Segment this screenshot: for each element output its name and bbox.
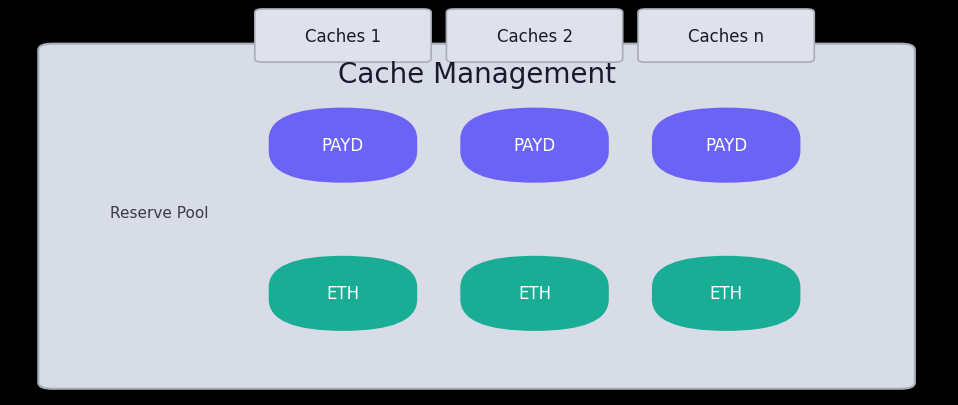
FancyBboxPatch shape: [38, 45, 915, 389]
Text: Caches 1: Caches 1: [305, 28, 381, 45]
Text: PAYD: PAYD: [705, 137, 747, 155]
FancyBboxPatch shape: [268, 256, 417, 331]
Text: PAYD: PAYD: [513, 137, 556, 155]
FancyBboxPatch shape: [268, 109, 417, 183]
FancyBboxPatch shape: [255, 10, 431, 63]
FancyBboxPatch shape: [651, 109, 800, 183]
Text: ETH: ETH: [518, 285, 551, 303]
Text: Caches 2: Caches 2: [496, 28, 573, 45]
FancyBboxPatch shape: [638, 10, 814, 63]
Text: Reserve Pool: Reserve Pool: [110, 205, 209, 220]
Text: ETH: ETH: [710, 285, 742, 303]
Text: ETH: ETH: [327, 285, 359, 303]
FancyBboxPatch shape: [651, 256, 800, 331]
FancyBboxPatch shape: [446, 10, 623, 63]
Text: PAYD: PAYD: [322, 137, 364, 155]
FancyBboxPatch shape: [460, 256, 609, 331]
FancyBboxPatch shape: [460, 109, 609, 183]
Text: Caches n: Caches n: [688, 28, 764, 45]
Text: Cache Management: Cache Management: [338, 61, 616, 89]
